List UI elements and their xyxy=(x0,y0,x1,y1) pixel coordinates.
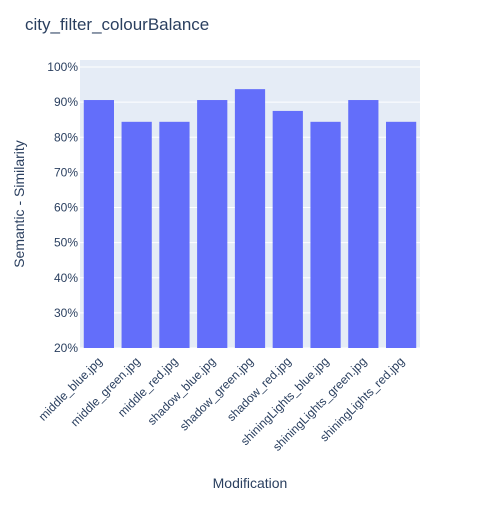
x-axis-label: Modification xyxy=(213,475,288,491)
bar-shiningLights-blue xyxy=(310,121,341,348)
y-tick-label: 90% xyxy=(54,95,78,109)
y-tick-label: 60% xyxy=(54,201,78,215)
bar-shadow-green xyxy=(234,89,266,349)
y-tick-label: 70% xyxy=(54,165,78,179)
bar-middle-blue xyxy=(83,100,114,348)
y-axis-ticks: 20% 30% 40% 50% 60% 70% 80% 90% 100% xyxy=(47,60,78,355)
y-tick-label: 80% xyxy=(54,130,78,144)
y-tick-label: 30% xyxy=(54,306,78,320)
y-tick-label: 40% xyxy=(54,271,78,285)
bar-shadow-red xyxy=(272,110,303,349)
y-tick-label: 20% xyxy=(54,341,78,355)
bar-shiningLights-red xyxy=(386,121,417,348)
chart-title: city_filter_colourBalance xyxy=(25,15,209,34)
bar-shadow-blue xyxy=(197,100,228,348)
y-tick-label: 100% xyxy=(47,60,78,74)
y-axis-label: Semantic - Similarity xyxy=(11,140,27,268)
bars xyxy=(83,89,417,349)
bar-shiningLights-green xyxy=(348,100,379,348)
y-tick-label: 50% xyxy=(54,236,78,250)
bar-middle-green xyxy=(121,121,152,348)
bar-middle-red xyxy=(159,121,190,348)
